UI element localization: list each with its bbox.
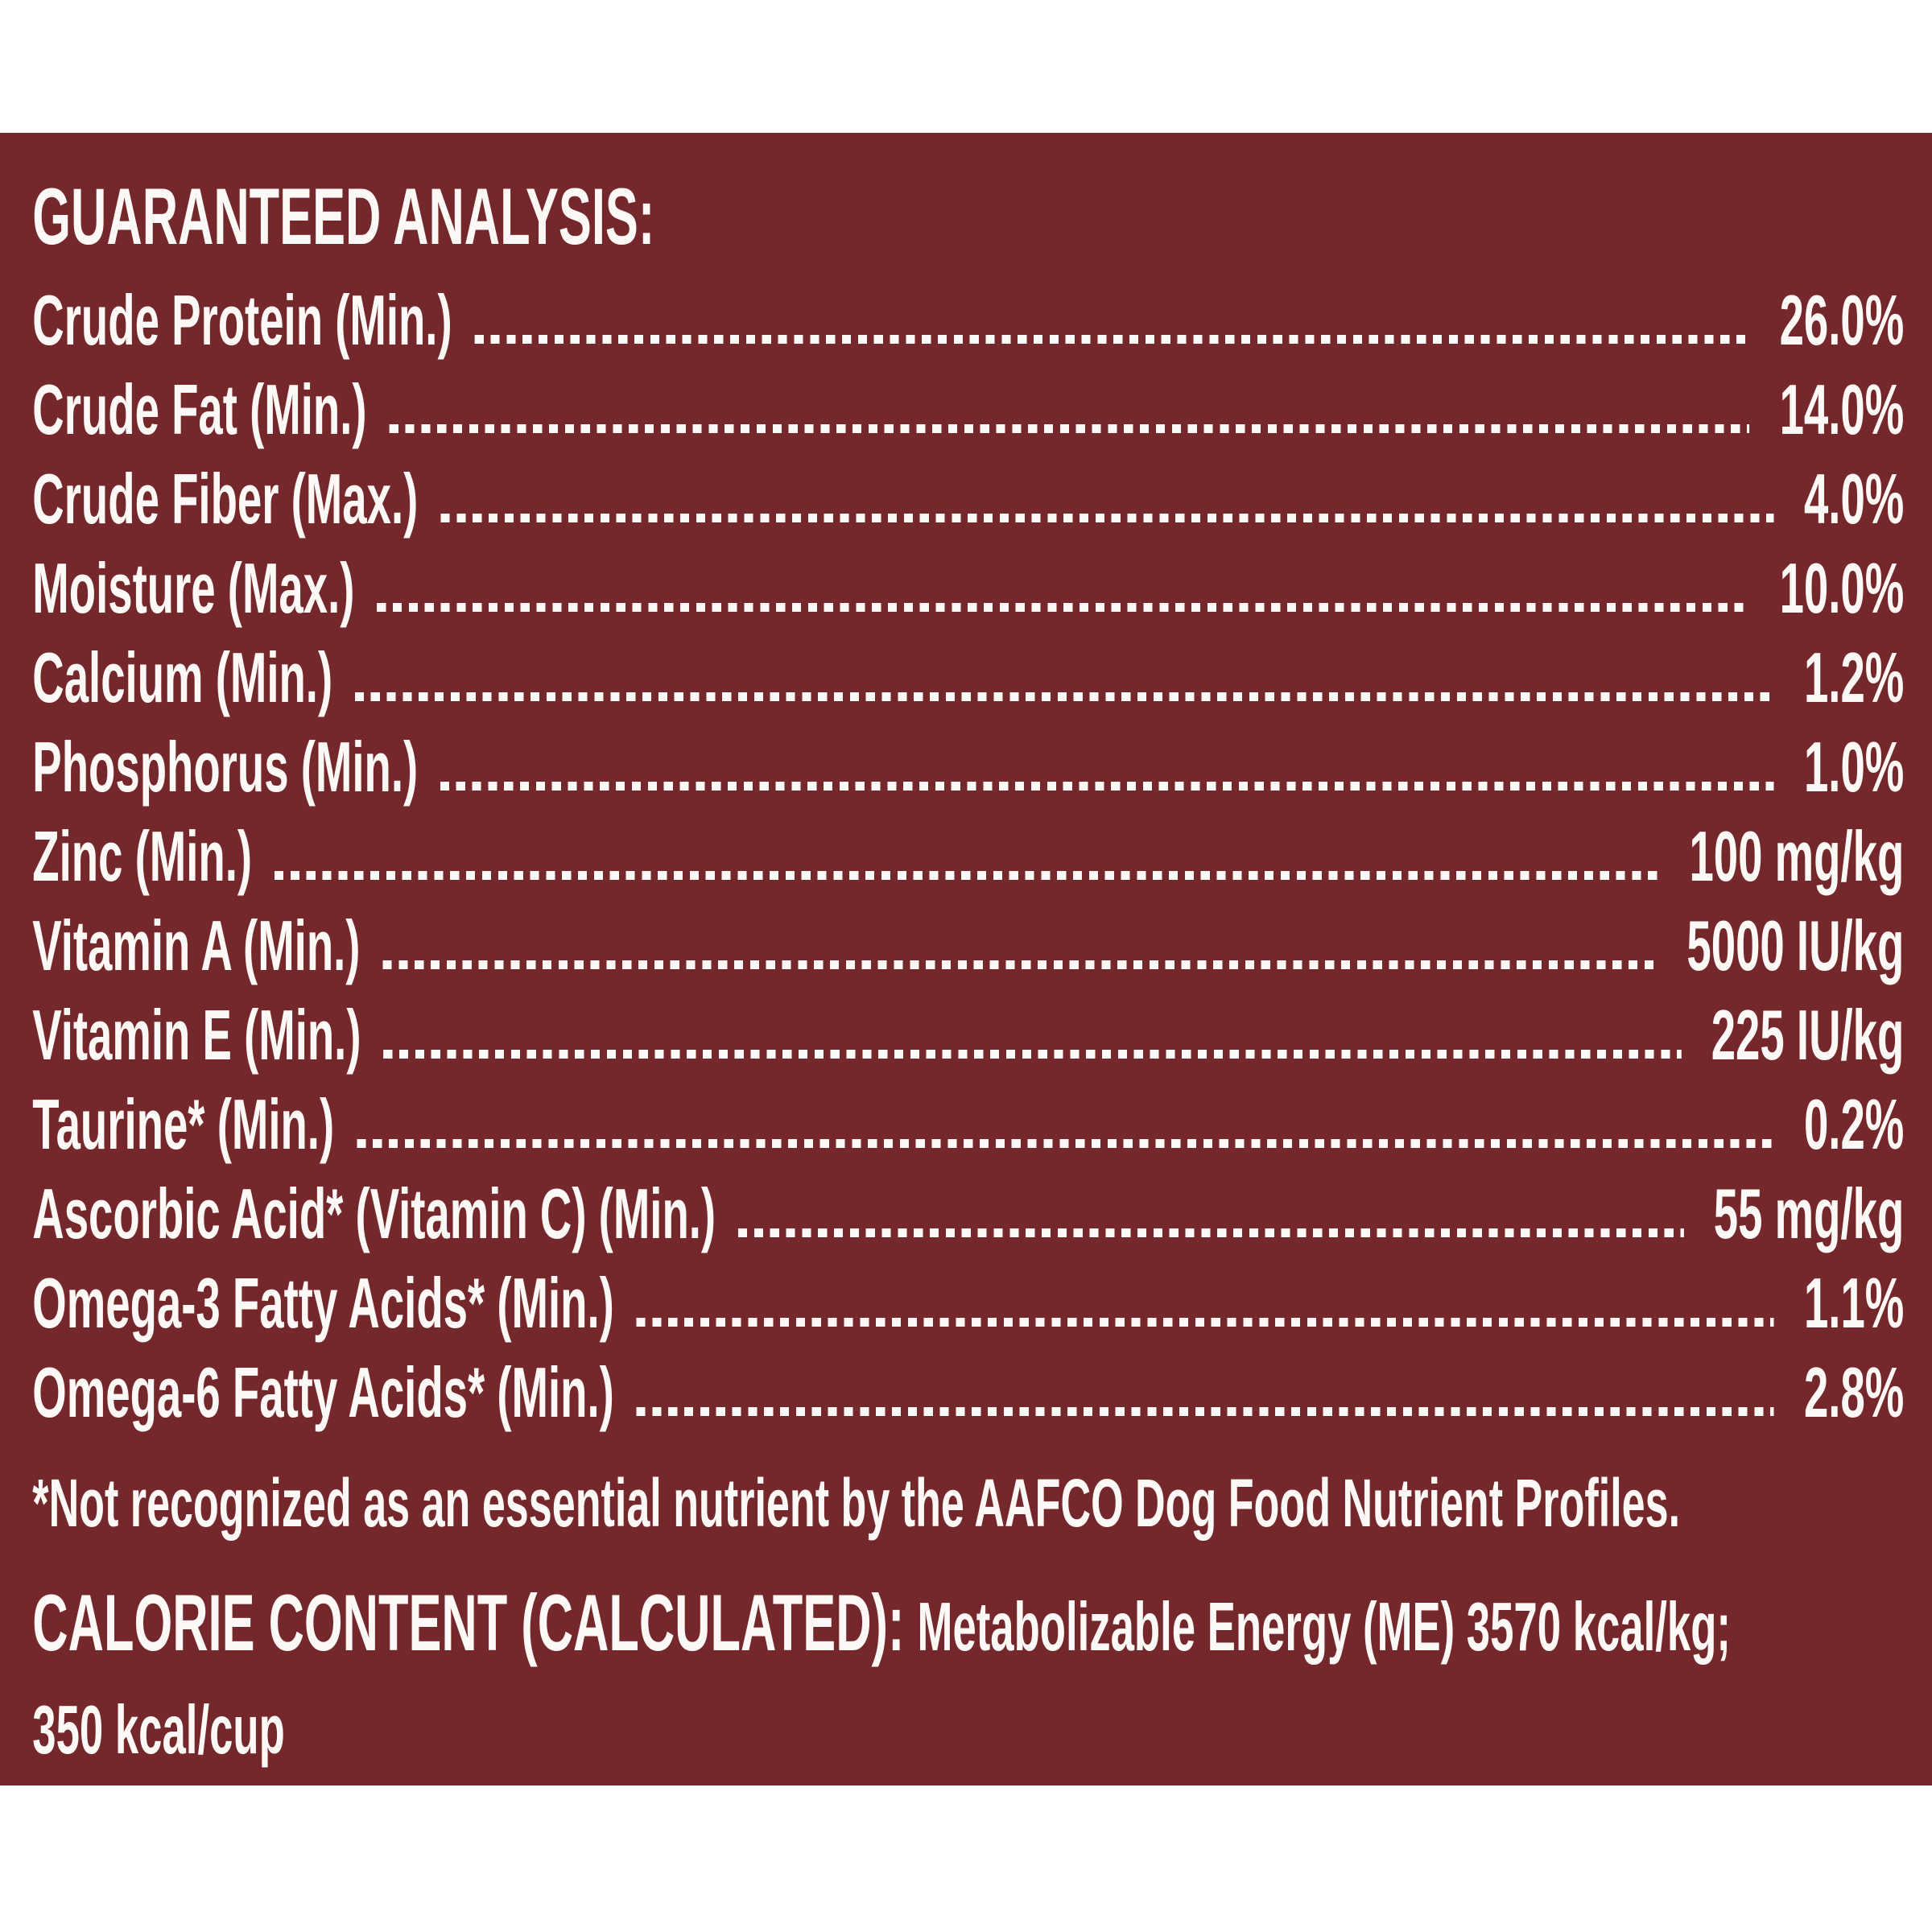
section-title: GUARANTEED ANALYSIS: — [32, 171, 655, 261]
nutrient-value: 2.8% — [1803, 1352, 1905, 1432]
analysis-row: Taurine* (Min.) 0.2% — [32, 1080, 1904, 1169]
dot-leader — [383, 1050, 1682, 1059]
dot-leader — [636, 1407, 1774, 1416]
nutrient-label: Vitamin A (Min.) — [32, 906, 361, 985]
dot-leader — [377, 603, 1750, 612]
analysis-row: Phosphorus (Min.) 1.0% — [32, 722, 1904, 811]
nutrient-label: Vitamin E (Min.) — [32, 995, 361, 1075]
calorie-line2: 350 kcal/cup — [32, 1692, 285, 1769]
nutrient-label: Calcium (Min.) — [32, 638, 333, 717]
analysis-row: Crude Fiber (Max.) 4.0% — [32, 454, 1904, 543]
nutrient-label: Ascorbic Acid* (Vitamin C) (Min.) — [32, 1174, 716, 1253]
analysis-row: Moisture (Max.) 10.0% — [32, 543, 1904, 633]
dot-leader — [474, 335, 1750, 344]
panel-content: GUARANTEED ANALYSIS: Crude Protein (Min.… — [0, 133, 1932, 1785]
nutrient-label: Zinc (Min.) — [32, 816, 253, 896]
nutrient-value: 1.1% — [1803, 1263, 1905, 1343]
dot-leader — [440, 514, 1774, 522]
analysis-row: Vitamin E (Min.) 225 IU/kg — [32, 990, 1904, 1080]
nutrient-label: Moisture (Max.) — [32, 548, 355, 628]
nutrient-value: 55 mg/kg — [1713, 1174, 1905, 1253]
analysis-row: Crude Fat (Min.) 14.0% — [32, 365, 1904, 454]
calorie-line1: Metabolizable Energy (ME) 3570 kcal/kg; — [917, 1589, 1731, 1666]
nutrient-label: Phosphorus (Min.) — [32, 727, 419, 807]
dot-leader — [355, 692, 1774, 701]
dot-leader — [389, 424, 1750, 433]
nutrient-label: Taurine* (Min.) — [32, 1084, 335, 1164]
nutrient-value: 100 mg/kg — [1689, 816, 1905, 896]
analysis-row: Zinc (Min.) 100 mg/kg — [32, 811, 1904, 901]
top-white-band — [0, 0, 1932, 133]
dot-leader — [737, 1228, 1684, 1237]
nutrient-value: 1.0% — [1803, 727, 1905, 807]
analysis-row: Calcium (Min.) 1.2% — [32, 633, 1904, 722]
bottom-white-band — [0, 1785, 1932, 1932]
analysis-row: Ascorbic Acid* (Vitamin C) (Min.) 55 mg/k… — [32, 1169, 1904, 1258]
nutrient-label: Crude Protein (Min.) — [32, 280, 452, 360]
footnote: *Not recognized as an essential nutrient… — [32, 1465, 1681, 1541]
analysis-row: Omega-6 Fatty Acids* (Min.) 2.8% — [32, 1348, 1904, 1437]
nutrient-value: 1.2% — [1803, 638, 1905, 717]
dot-leader — [382, 960, 1657, 969]
dot-leader — [440, 782, 1774, 791]
dot-leader — [357, 1139, 1774, 1148]
nutrient-label: Omega-3 Fatty Acids* (Min.) — [32, 1263, 614, 1343]
guaranteed-analysis-panel: GUARANTEED ANALYSIS: Crude Protein (Min.… — [0, 133, 1932, 1785]
nutrient-value: 14.0% — [1779, 369, 1905, 449]
nutrient-value: 0.2% — [1803, 1084, 1905, 1164]
nutrient-value: 10.0% — [1779, 548, 1905, 628]
nutrient-value: 26.0% — [1779, 280, 1905, 360]
analysis-table: Crude Protein (Min.) 26.0% Crude Fat (Min.… — [32, 275, 1904, 1437]
analysis-row: Vitamin A (Min.) 5000 IU/kg — [32, 901, 1904, 990]
dot-leader — [636, 1318, 1774, 1327]
nutrient-value: 225 IU/kg — [1711, 995, 1905, 1075]
analysis-row: Omega-3 Fatty Acids* (Min.) 1.1% — [32, 1258, 1904, 1348]
nutrient-label: Omega-6 Fatty Acids* (Min.) — [32, 1352, 614, 1432]
nutrient-label: Crude Fiber (Max.) — [32, 459, 419, 539]
dot-leader — [274, 871, 1660, 880]
nutrient-value: 5000 IU/kg — [1686, 906, 1905, 985]
nutrient-label: Crude Fat (Min.) — [32, 369, 367, 449]
analysis-row: Crude Protein (Min.) 26.0% — [32, 275, 1904, 365]
calorie-content: CALORIE CONTENT (CALCULATED): Metabolizab… — [32, 1581, 1904, 1785]
calorie-heading: CALORIE CONTENT (CALCULATED): — [32, 1578, 905, 1667]
nutrient-value: 4.0% — [1803, 459, 1905, 539]
